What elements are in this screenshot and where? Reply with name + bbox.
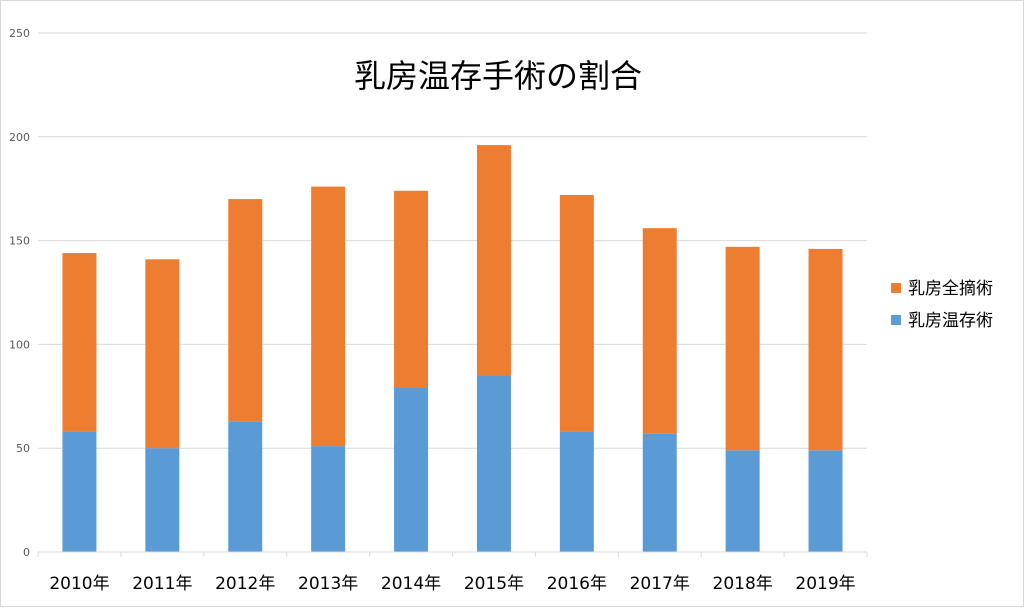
x-tick-label: 2016年 [547, 574, 607, 594]
x-tick-label: 2012年 [215, 574, 275, 594]
legend-swatch [891, 315, 901, 325]
y-tick-label: 200 [9, 131, 30, 144]
bar-conserving [642, 433, 677, 552]
x-tick-label: 2014年 [381, 574, 441, 594]
y-tick-label: 0 [23, 546, 30, 559]
x-tick-label: 2017年 [630, 574, 690, 594]
bar-conserving [559, 431, 594, 552]
bar-mastectomy [476, 145, 511, 376]
y-tick-label: 150 [9, 235, 30, 248]
bar-conserving [394, 387, 429, 552]
bar-mastectomy [62, 253, 97, 432]
x-tick-label: 2011年 [132, 574, 192, 594]
bar-conserving [145, 448, 180, 552]
bar-mastectomy [394, 190, 429, 388]
bar-conserving [808, 450, 843, 552]
bar-mastectomy [642, 228, 677, 434]
y-tick-label: 50 [16, 442, 30, 455]
x-tick-label: 2019年 [795, 574, 855, 594]
bar-conserving [311, 446, 346, 552]
bar-mastectomy [311, 186, 346, 447]
x-axis-ticks: 2010年 2011年 2012年 2013年 2014年 2015年 2016年 2017年… [37, 551, 868, 594]
y-tick-label: 100 [9, 338, 30, 351]
legend-label: 乳房全摘術 [908, 279, 993, 299]
bar-mastectomy [145, 259, 180, 449]
bar-mastectomy [808, 248, 843, 451]
chart-title: 乳房温存手術の割合 [354, 57, 642, 95]
bars [62, 145, 843, 552]
y-axis-ticks: 0 50 100 150 200 250 [9, 27, 30, 559]
bar-conserving [725, 450, 760, 552]
y-tick-label: 250 [9, 27, 30, 40]
bar-mastectomy [228, 199, 263, 422]
x-tick-label: 2013年 [298, 574, 358, 594]
legend-swatch [891, 283, 901, 293]
legend-label: 乳房温存術 [908, 311, 993, 331]
x-tick-label: 2018年 [713, 574, 773, 594]
x-tick-label: 2010年 [49, 574, 109, 594]
x-tick-label: 2015年 [464, 574, 524, 594]
bar-conserving [228, 421, 263, 552]
bar-conserving [476, 375, 511, 552]
bar-mastectomy [559, 194, 594, 432]
bar-conserving [62, 431, 97, 552]
bar-mastectomy [725, 246, 760, 451]
